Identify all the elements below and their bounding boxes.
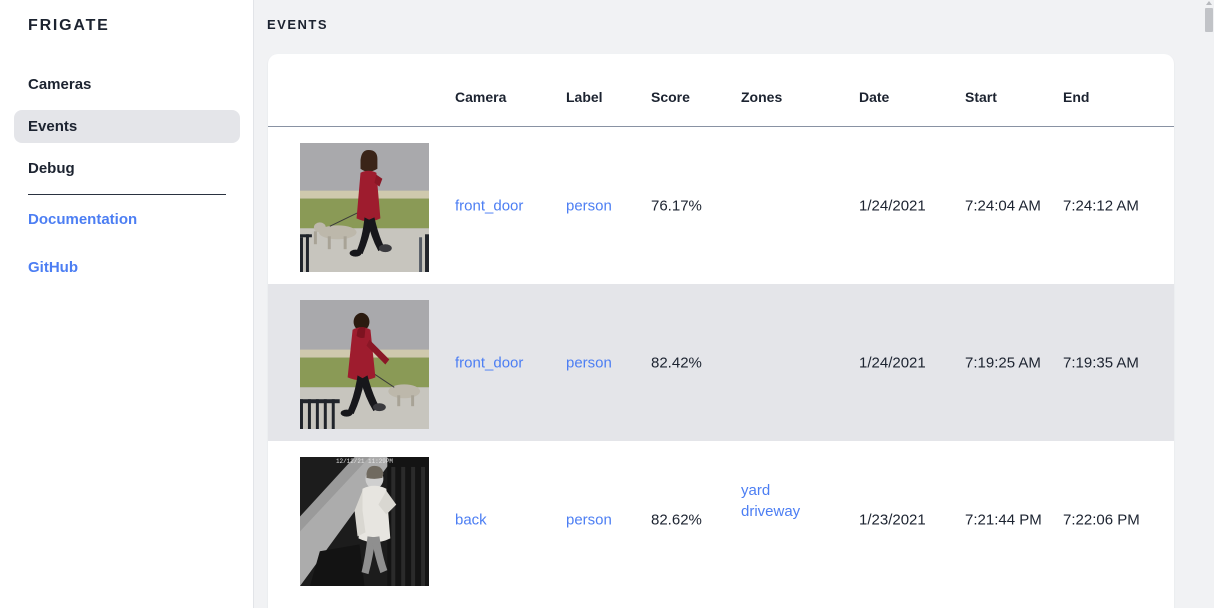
svg-text:12/12/21 11:29PM: 12/12/21 11:29PM	[336, 458, 393, 465]
